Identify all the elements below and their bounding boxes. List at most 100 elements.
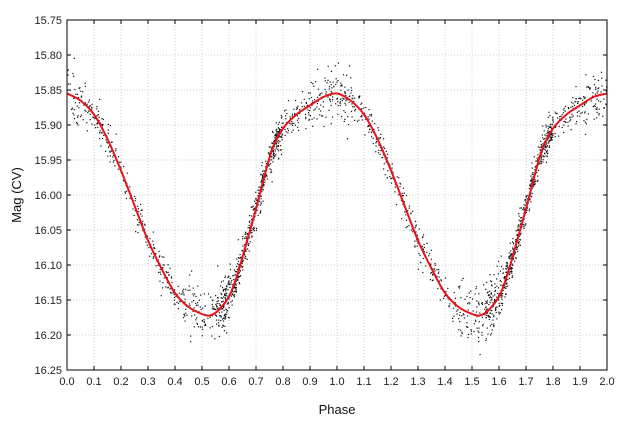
- data-point: [305, 102, 307, 104]
- data-point: [508, 274, 511, 276]
- data-point: [109, 150, 111, 152]
- data-point: [408, 205, 411, 207]
- data-point: [313, 85, 315, 87]
- data-point: [290, 123, 292, 125]
- data-point: [576, 120, 578, 123]
- data-point: [215, 315, 218, 317]
- data-point: [551, 124, 553, 126]
- data-point: [225, 288, 227, 290]
- data-point: [507, 278, 509, 281]
- data-point: [270, 159, 272, 161]
- data-point: [137, 231, 139, 234]
- data-point: [519, 207, 521, 209]
- data-point: [184, 320, 186, 322]
- data-point: [228, 298, 230, 300]
- data-point: [383, 146, 385, 148]
- data-point: [360, 108, 362, 110]
- data-point: [167, 286, 169, 288]
- data-point: [481, 301, 483, 304]
- data-point: [596, 107, 598, 109]
- data-point: [224, 288, 226, 290]
- data-point: [274, 138, 276, 140]
- data-point: [346, 74, 348, 76]
- data-point: [518, 219, 520, 221]
- data-point: [275, 137, 277, 139]
- data-point: [199, 306, 201, 308]
- data-point: [265, 160, 267, 162]
- data-point: [110, 150, 112, 152]
- data-point: [434, 270, 436, 272]
- data-point: [233, 286, 236, 288]
- data-point: [503, 276, 506, 279]
- data-point: [487, 294, 489, 297]
- data-point: [98, 119, 100, 122]
- data-point: [548, 146, 550, 148]
- data-point: [403, 192, 405, 194]
- data-point: [504, 296, 506, 298]
- data-point: [572, 115, 574, 117]
- data-point: [549, 140, 551, 142]
- data-point: [596, 117, 598, 119]
- data-point: [531, 173, 533, 175]
- data-point: [174, 303, 176, 305]
- data-point: [135, 197, 137, 200]
- data-point: [490, 280, 493, 283]
- data-point: [242, 265, 244, 268]
- data-point: [249, 241, 251, 243]
- data-point: [89, 113, 91, 115]
- data-point: [226, 285, 228, 287]
- data-point: [242, 259, 244, 261]
- data-point: [224, 297, 226, 299]
- data-point: [237, 239, 239, 241]
- data-point: [312, 100, 314, 102]
- data-point: [226, 285, 228, 288]
- data-point: [543, 155, 545, 157]
- data-point: [311, 118, 313, 120]
- data-point: [416, 245, 418, 247]
- data-point: [526, 209, 528, 211]
- data-point: [111, 141, 113, 143]
- data-point: [507, 285, 509, 287]
- data-point: [552, 134, 554, 137]
- data-point: [216, 306, 218, 308]
- data-point: [293, 108, 295, 110]
- data-point: [158, 250, 160, 253]
- data-point: [506, 283, 508, 285]
- data-point: [340, 98, 342, 100]
- data-point: [430, 272, 432, 274]
- data-point: [220, 319, 222, 322]
- data-point: [244, 257, 246, 259]
- data-point: [274, 148, 276, 150]
- data-point: [543, 130, 545, 132]
- data-point: [405, 194, 408, 197]
- data-point: [218, 315, 221, 317]
- data-point: [351, 103, 353, 105]
- data-point: [163, 256, 165, 258]
- data-point: [426, 251, 428, 253]
- data-point: [414, 245, 416, 247]
- data-point: [540, 143, 542, 146]
- data-point: [274, 137, 276, 139]
- data-point: [596, 108, 598, 110]
- data-point: [491, 285, 493, 287]
- data-point: [462, 277, 464, 279]
- data-point: [92, 116, 94, 118]
- data-point: [523, 226, 525, 228]
- data-point: [428, 255, 430, 257]
- data-point: [509, 272, 511, 274]
- data-point: [195, 319, 197, 321]
- data-point: [402, 187, 404, 189]
- data-point: [73, 97, 75, 99]
- data-point: [170, 276, 172, 278]
- y-tick-label: 16.05: [34, 225, 62, 237]
- data-point: [565, 121, 567, 123]
- data-point: [548, 126, 550, 128]
- data-point: [202, 328, 204, 330]
- data-point: [279, 140, 281, 142]
- data-point: [291, 131, 293, 133]
- data-point: [276, 145, 279, 147]
- data-point: [78, 102, 81, 104]
- data-point: [498, 294, 500, 296]
- data-point: [135, 231, 137, 233]
- data-point: [219, 285, 222, 287]
